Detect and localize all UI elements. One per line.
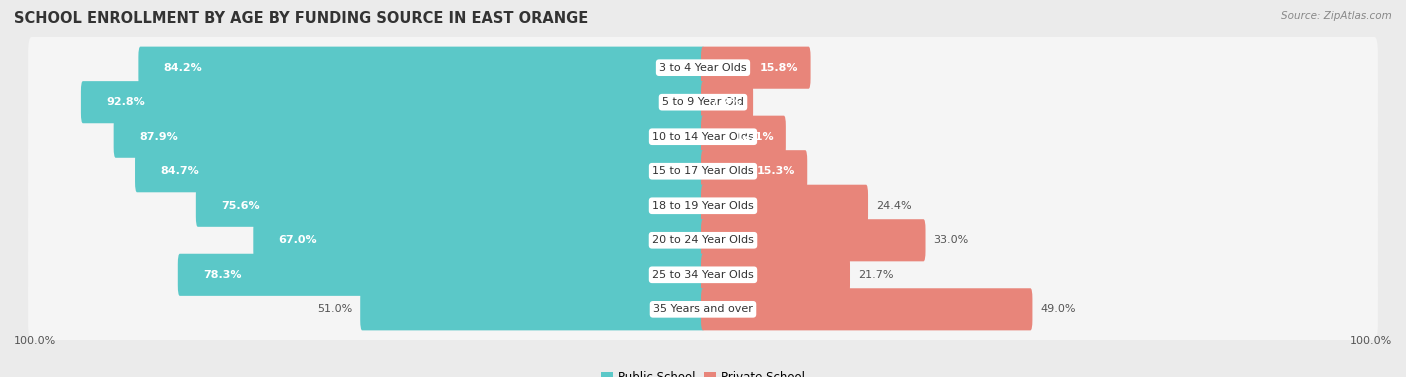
Legend: Public School, Private School: Public School, Private School (596, 366, 810, 377)
Text: 67.0%: 67.0% (278, 235, 318, 245)
FancyBboxPatch shape (702, 81, 754, 123)
FancyBboxPatch shape (28, 37, 1378, 98)
Text: 7.2%: 7.2% (710, 97, 741, 107)
Text: 21.7%: 21.7% (858, 270, 894, 280)
FancyBboxPatch shape (702, 185, 868, 227)
FancyBboxPatch shape (702, 47, 811, 89)
Text: 75.6%: 75.6% (221, 201, 260, 211)
Text: 25 to 34 Year Olds: 25 to 34 Year Olds (652, 270, 754, 280)
Text: 84.7%: 84.7% (160, 166, 200, 176)
FancyBboxPatch shape (195, 185, 704, 227)
Text: 33.0%: 33.0% (934, 235, 969, 245)
FancyBboxPatch shape (82, 81, 704, 123)
Text: 92.8%: 92.8% (107, 97, 145, 107)
FancyBboxPatch shape (702, 254, 851, 296)
FancyBboxPatch shape (702, 150, 807, 192)
FancyBboxPatch shape (177, 254, 704, 296)
Text: 10 to 14 Year Olds: 10 to 14 Year Olds (652, 132, 754, 142)
FancyBboxPatch shape (135, 150, 704, 192)
Text: 35 Years and over: 35 Years and over (652, 304, 754, 314)
FancyBboxPatch shape (28, 279, 1378, 340)
Text: 51.0%: 51.0% (316, 304, 352, 314)
FancyBboxPatch shape (360, 288, 704, 330)
Text: 3 to 4 Year Olds: 3 to 4 Year Olds (659, 63, 747, 73)
Text: 24.4%: 24.4% (876, 201, 911, 211)
FancyBboxPatch shape (138, 47, 704, 89)
FancyBboxPatch shape (28, 210, 1378, 271)
Text: 5 to 9 Year Old: 5 to 9 Year Old (662, 97, 744, 107)
Text: 87.9%: 87.9% (139, 132, 177, 142)
FancyBboxPatch shape (702, 116, 786, 158)
Text: 18 to 19 Year Olds: 18 to 19 Year Olds (652, 201, 754, 211)
Text: 84.2%: 84.2% (163, 63, 202, 73)
Text: 78.3%: 78.3% (204, 270, 242, 280)
FancyBboxPatch shape (702, 219, 925, 261)
Text: 20 to 24 Year Olds: 20 to 24 Year Olds (652, 235, 754, 245)
FancyBboxPatch shape (253, 219, 704, 261)
FancyBboxPatch shape (28, 72, 1378, 133)
Text: 49.0%: 49.0% (1040, 304, 1076, 314)
FancyBboxPatch shape (702, 288, 1032, 330)
FancyBboxPatch shape (28, 106, 1378, 167)
FancyBboxPatch shape (114, 116, 704, 158)
FancyBboxPatch shape (28, 244, 1378, 305)
Text: Source: ZipAtlas.com: Source: ZipAtlas.com (1281, 11, 1392, 21)
Text: SCHOOL ENROLLMENT BY AGE BY FUNDING SOURCE IN EAST ORANGE: SCHOOL ENROLLMENT BY AGE BY FUNDING SOUR… (14, 11, 588, 26)
Text: 15.3%: 15.3% (756, 166, 796, 176)
FancyBboxPatch shape (28, 141, 1378, 202)
Text: 12.1%: 12.1% (735, 132, 773, 142)
FancyBboxPatch shape (28, 175, 1378, 236)
Text: 15.8%: 15.8% (761, 63, 799, 73)
Text: 15 to 17 Year Olds: 15 to 17 Year Olds (652, 166, 754, 176)
